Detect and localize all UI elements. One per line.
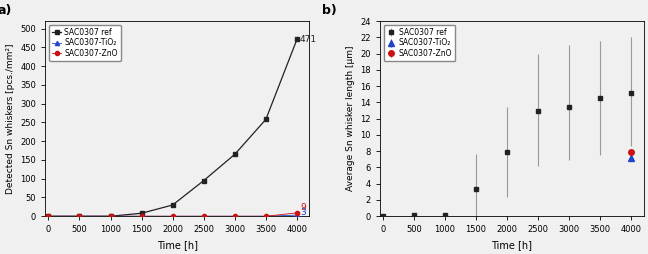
SAC0307 ref	[293, 38, 301, 41]
SAC0307-ZnO	[137, 215, 145, 218]
Text: 3: 3	[300, 208, 306, 217]
X-axis label: Time [h]: Time [h]	[157, 240, 198, 250]
SAC0307-TiO₂	[200, 215, 207, 218]
SAC0307-ZnO	[107, 215, 115, 218]
Text: 471: 471	[300, 35, 317, 44]
SAC0307 ref	[262, 118, 270, 121]
SAC0307-TiO₂	[76, 215, 84, 218]
SAC0307 ref	[200, 179, 207, 182]
X-axis label: Time [h]: Time [h]	[491, 240, 532, 250]
SAC0307-ZnO	[262, 215, 270, 218]
SAC0307-TiO₂	[262, 215, 270, 218]
Line: SAC0307-TiO₂: SAC0307-TiO₂	[46, 213, 299, 218]
SAC0307 ref	[168, 203, 176, 207]
SAC0307-ZnO	[168, 215, 176, 218]
Text: a): a)	[0, 4, 12, 17]
SAC0307-TiO₂	[45, 215, 52, 218]
SAC0307-ZnO	[76, 215, 84, 218]
SAC0307-TiO₂	[168, 215, 176, 218]
SAC0307-ZnO	[231, 215, 238, 218]
SAC0307-ZnO	[45, 215, 52, 218]
SAC0307 ref	[45, 215, 52, 218]
Line: SAC0307-ZnO: SAC0307-ZnO	[46, 211, 299, 218]
Text: 9: 9	[300, 203, 306, 213]
Line: SAC0307 ref: SAC0307 ref	[46, 37, 299, 219]
SAC0307-ZnO	[293, 211, 301, 214]
SAC0307-TiO₂	[231, 215, 238, 218]
SAC0307 ref	[107, 215, 115, 218]
Legend: SAC0307 ref, SAC0307-TiO₂, SAC0307-ZnO: SAC0307 ref, SAC0307-TiO₂, SAC0307-ZnO	[49, 25, 121, 61]
Legend: SAC0307 ref, SAC0307-TiO₂, SAC0307-ZnO: SAC0307 ref, SAC0307-TiO₂, SAC0307-ZnO	[384, 25, 456, 61]
SAC0307 ref	[76, 215, 84, 218]
Y-axis label: Average Sn whisker length [µm]: Average Sn whisker length [µm]	[345, 46, 354, 192]
SAC0307 ref	[137, 212, 145, 215]
SAC0307-TiO₂	[137, 215, 145, 218]
SAC0307-TiO₂	[107, 215, 115, 218]
SAC0307-ZnO	[200, 215, 207, 218]
Y-axis label: Detected Sn whiskers [pcs./mm²]: Detected Sn whiskers [pcs./mm²]	[6, 43, 15, 194]
SAC0307-TiO₂	[293, 214, 301, 217]
Text: b): b)	[321, 4, 336, 17]
SAC0307 ref	[231, 153, 238, 156]
